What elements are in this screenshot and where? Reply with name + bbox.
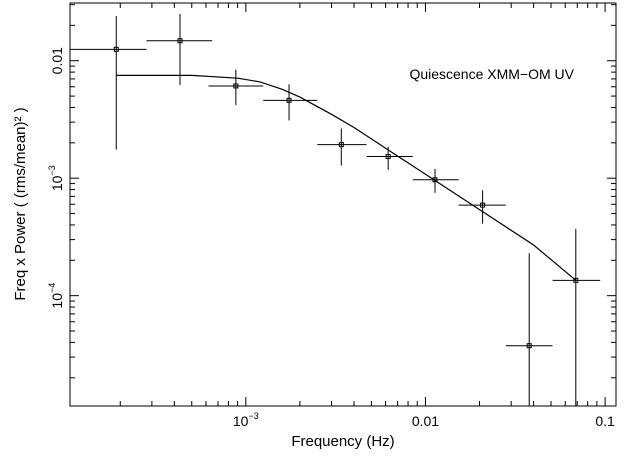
y-tick-label: 10−3 — [47, 165, 65, 191]
x-tick-label: 10−3 — [233, 411, 259, 429]
x-tick-label: 0.01 — [412, 413, 439, 429]
data-point-9 — [505, 253, 553, 406]
data-marker — [233, 83, 239, 89]
data-point-1 — [70, 16, 147, 150]
data-marker — [286, 97, 292, 103]
y-tick-label: 10−4 — [47, 283, 65, 309]
data-marker — [338, 142, 344, 148]
x-tick-label: 0.1 — [595, 413, 615, 429]
data-point-8 — [458, 190, 506, 224]
data-point-5 — [317, 128, 367, 166]
data-marker — [177, 38, 183, 44]
data-marker — [480, 202, 486, 208]
data-point-6 — [366, 146, 413, 170]
data-marker — [385, 153, 391, 159]
chart-marks — [70, 13, 601, 406]
axis-ticks: 10−3 0.01 0.1 10−4 10−3 0.01 — [47, 3, 616, 429]
data-point-2 — [146, 13, 213, 86]
data-marker — [573, 277, 579, 283]
x-axis-title: Frequency (Hz) — [291, 433, 394, 450]
data-marker — [113, 46, 119, 52]
data-point-4 — [263, 84, 318, 121]
data-point-3 — [208, 69, 264, 105]
y-tick-label: 0.01 — [49, 47, 65, 74]
model-curve — [116, 74, 577, 281]
y-axis-title: Freq x Power ( (rms/mean)² ) — [12, 107, 29, 300]
data-point-10 — [552, 228, 601, 406]
data-marker — [526, 343, 532, 349]
annotation-label: Quiescence XMM−OM UV — [409, 66, 574, 82]
